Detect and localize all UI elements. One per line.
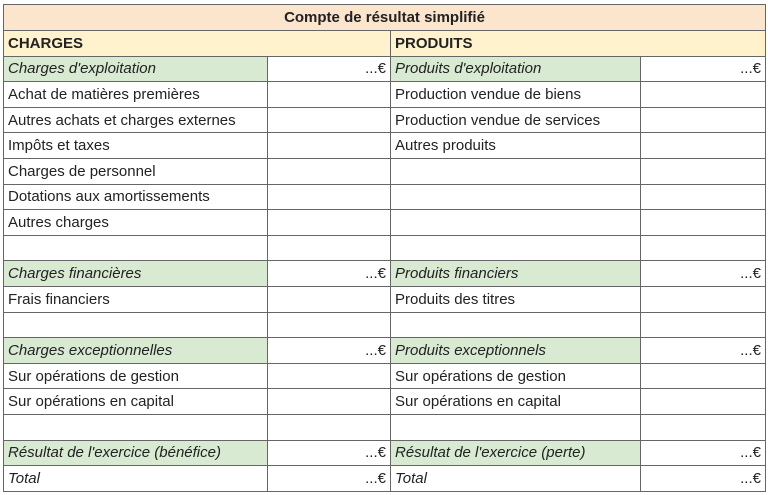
produit-label-cell[interactable]: Total: [390, 465, 641, 492]
charge-value-cell[interactable]: [267, 311, 391, 339]
section-row: Résultat de l'exercice (bénéfice) ...€ Rés…: [3, 439, 766, 467]
produit-value-cell[interactable]: ...€: [640, 55, 766, 83]
produit-label-cell[interactable]: [390, 311, 641, 339]
charge-value-cell[interactable]: ...€: [267, 337, 391, 364]
table-row: [3, 234, 766, 262]
total-row: Total ...€ Total ...€: [3, 465, 766, 492]
charge-label-cell[interactable]: Sur opérations en capital: [3, 388, 268, 415]
produit-value-cell[interactable]: [640, 157, 766, 185]
section-row: Charges d'exploitation ...€ Produits d'exp…: [3, 55, 766, 83]
charge-label-cell[interactable]: Résultat de l'exercice (bénéfice): [3, 439, 268, 467]
charge-label-cell[interactable]: Frais financiers: [3, 285, 268, 313]
section-row: Charges financières ...€ Produits financie…: [3, 260, 766, 287]
produit-label-cell[interactable]: [390, 183, 641, 211]
charges-header-blank[interactable]: [267, 30, 391, 57]
charge-label-cell[interactable]: Sur opérations de gestion: [3, 362, 268, 390]
charge-value-cell[interactable]: ...€: [267, 260, 391, 287]
produit-value-cell[interactable]: [640, 388, 766, 415]
charge-value-cell[interactable]: [267, 81, 391, 108]
table-row: Autres achats et charges externes Product…: [3, 106, 766, 134]
produit-value-cell[interactable]: ...€: [640, 260, 766, 287]
charge-value-cell[interactable]: [267, 413, 391, 441]
charge-value-cell[interactable]: [267, 285, 391, 313]
produit-label-cell[interactable]: Sur opérations de gestion: [390, 362, 641, 390]
produit-label-cell[interactable]: [390, 209, 641, 236]
produit-value-cell[interactable]: [640, 413, 766, 441]
produits-header-blank[interactable]: [640, 30, 766, 57]
charge-label-cell[interactable]: Charges de personnel: [3, 157, 268, 185]
charge-value-cell[interactable]: ...€: [267, 55, 391, 83]
produit-label-cell[interactable]: Résultat de l'exercice (perte): [390, 439, 641, 467]
header-row: CHARGES PRODUITS: [3, 30, 766, 57]
produit-label-cell[interactable]: Autres produits: [390, 132, 641, 159]
section-row: Charges exceptionnelles ...€ Produits exce…: [3, 337, 766, 364]
table-title[interactable]: Compte de résultat simplifié: [3, 4, 766, 31]
charge-value-cell[interactable]: [267, 106, 391, 134]
charge-value-cell[interactable]: [267, 362, 391, 390]
produit-value-cell[interactable]: [640, 285, 766, 313]
charge-label-cell[interactable]: Total: [3, 465, 268, 492]
produit-label-cell[interactable]: Production vendue de biens: [390, 81, 641, 108]
produit-value-cell[interactable]: ...€: [640, 465, 766, 492]
produit-value-cell[interactable]: [640, 234, 766, 262]
produit-value-cell[interactable]: [640, 311, 766, 339]
charge-value-cell[interactable]: [267, 209, 391, 236]
charge-label-cell[interactable]: [3, 234, 268, 262]
charge-value-cell[interactable]: [267, 157, 391, 185]
charge-label-cell[interactable]: Achat de matières premières: [3, 81, 268, 108]
income-statement-table: Compte de résultat simplifié CHARGES PRO…: [3, 4, 766, 492]
produit-value-cell[interactable]: [640, 362, 766, 390]
charge-label-cell[interactable]: [3, 413, 268, 441]
charge-label-cell[interactable]: Autres achats et charges externes: [3, 106, 268, 134]
produit-value-cell[interactable]: [640, 183, 766, 211]
produit-value-cell[interactable]: [640, 132, 766, 159]
produit-value-cell[interactable]: ...€: [640, 439, 766, 467]
produit-label-cell[interactable]: Produits financiers: [390, 260, 641, 287]
charge-label-cell[interactable]: Charges d'exploitation: [3, 55, 268, 83]
produit-value-cell[interactable]: ...€: [640, 337, 766, 364]
charge-value-cell[interactable]: [267, 132, 391, 159]
table-row: Dotations aux amortissements: [3, 183, 766, 211]
table-row: Sur opérations en capital Sur opérations …: [3, 388, 766, 415]
table-row: Charges de personnel: [3, 157, 766, 185]
charge-value-cell[interactable]: [267, 234, 391, 262]
table-row: Sur opérations de gestion Sur opérations …: [3, 362, 766, 390]
charge-label-cell[interactable]: Dotations aux amortissements: [3, 183, 268, 211]
table-row: [3, 413, 766, 441]
produits-header[interactable]: PRODUITS: [390, 30, 641, 57]
table-row: [3, 311, 766, 339]
charge-label-cell[interactable]: Charges exceptionnelles: [3, 337, 268, 364]
charge-label-cell[interactable]: Charges financières: [3, 260, 268, 287]
charge-label-cell[interactable]: Autres charges: [3, 209, 268, 236]
produit-label-cell[interactable]: Produits d'exploitation: [390, 55, 641, 83]
charge-label-cell[interactable]: [3, 311, 268, 339]
table-row: Impôts et taxes Autres produits: [3, 132, 766, 159]
charge-value-cell[interactable]: [267, 183, 391, 211]
produit-label-cell[interactable]: [390, 234, 641, 262]
produit-label-cell[interactable]: Produits exceptionnels: [390, 337, 641, 364]
table-row: Autres charges: [3, 209, 766, 236]
charge-value-cell[interactable]: ...€: [267, 465, 391, 492]
charges-header[interactable]: CHARGES: [3, 30, 268, 57]
title-row: Compte de résultat simplifié: [3, 4, 766, 31]
charge-value-cell[interactable]: ...€: [267, 439, 391, 467]
table-row: Frais financiers Produits des titres: [3, 285, 766, 313]
produit-value-cell[interactable]: [640, 106, 766, 134]
produit-value-cell[interactable]: [640, 209, 766, 236]
table-row: Achat de matières premières Production ve…: [3, 81, 766, 108]
produit-label-cell[interactable]: Production vendue de services: [390, 106, 641, 134]
charge-value-cell[interactable]: [267, 388, 391, 415]
produit-label-cell[interactable]: Sur opérations en capital: [390, 388, 641, 415]
charge-label-cell[interactable]: Impôts et taxes: [3, 132, 268, 159]
produit-value-cell[interactable]: [640, 81, 766, 108]
produit-label-cell[interactable]: [390, 157, 641, 185]
produit-label-cell[interactable]: [390, 413, 641, 441]
produit-label-cell[interactable]: Produits des titres: [390, 285, 641, 313]
